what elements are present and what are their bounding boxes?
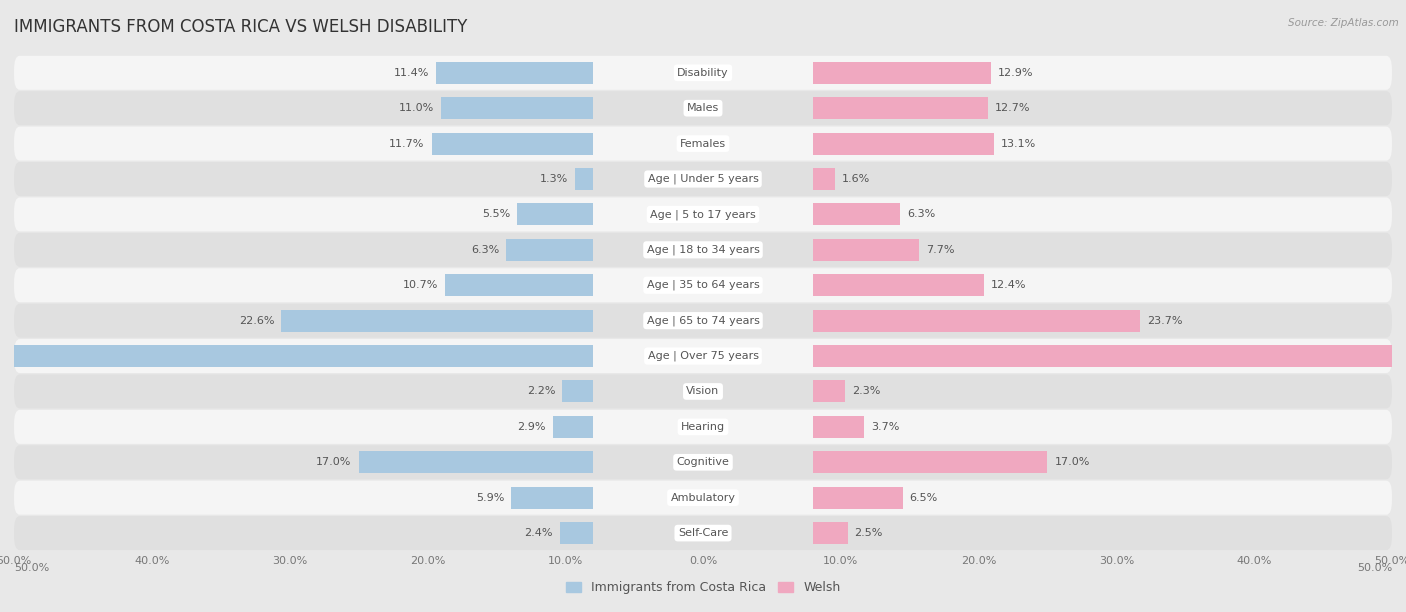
Text: 2.4%: 2.4% (524, 528, 553, 538)
Bar (517, 203, 593, 225)
Text: 11.4%: 11.4% (394, 68, 429, 78)
Bar (813, 345, 1406, 367)
Text: Ambulatory: Ambulatory (671, 493, 735, 502)
Text: Males: Males (688, 103, 718, 113)
Bar (506, 239, 593, 261)
Text: 11.0%: 11.0% (399, 103, 434, 113)
Text: 5.5%: 5.5% (482, 209, 510, 220)
Text: Age | 18 to 34 years: Age | 18 to 34 years (647, 245, 759, 255)
Bar (813, 168, 835, 190)
Text: 1.3%: 1.3% (540, 174, 568, 184)
Text: 17.0%: 17.0% (316, 457, 352, 468)
FancyBboxPatch shape (14, 91, 1392, 125)
Text: 1.6%: 1.6% (842, 174, 870, 184)
Text: 6.3%: 6.3% (471, 245, 499, 255)
FancyBboxPatch shape (14, 233, 1392, 267)
Text: 2.9%: 2.9% (517, 422, 546, 432)
FancyBboxPatch shape (14, 480, 1392, 515)
Text: 11.7%: 11.7% (389, 138, 425, 149)
Text: 5.9%: 5.9% (477, 493, 505, 502)
Bar (813, 203, 900, 225)
Bar (813, 133, 994, 155)
Bar (813, 487, 903, 509)
Bar (813, 416, 865, 438)
Text: Age | Over 75 years: Age | Over 75 years (648, 351, 758, 361)
Text: 12.9%: 12.9% (998, 68, 1033, 78)
FancyBboxPatch shape (14, 268, 1392, 302)
Text: Hearing: Hearing (681, 422, 725, 432)
Bar (813, 381, 845, 403)
FancyBboxPatch shape (14, 339, 1392, 373)
Text: 3.7%: 3.7% (872, 422, 900, 432)
Text: 50.0%: 50.0% (1357, 563, 1392, 573)
Bar (432, 133, 593, 155)
Bar (281, 310, 593, 332)
Bar (441, 97, 593, 119)
Text: 12.4%: 12.4% (991, 280, 1026, 290)
Text: Age | 35 to 64 years: Age | 35 to 64 years (647, 280, 759, 291)
FancyBboxPatch shape (14, 56, 1392, 90)
Text: Age | 65 to 74 years: Age | 65 to 74 years (647, 315, 759, 326)
FancyBboxPatch shape (14, 375, 1392, 408)
Bar (575, 168, 593, 190)
Bar (446, 274, 593, 296)
Text: 12.7%: 12.7% (995, 103, 1031, 113)
FancyBboxPatch shape (14, 127, 1392, 160)
FancyBboxPatch shape (14, 516, 1392, 550)
Text: Females: Females (681, 138, 725, 149)
Text: 17.0%: 17.0% (1054, 457, 1090, 468)
Bar (553, 416, 593, 438)
Text: 7.7%: 7.7% (927, 245, 955, 255)
Bar (436, 62, 593, 84)
Text: 22.6%: 22.6% (239, 316, 274, 326)
Text: 50.0%: 50.0% (14, 563, 49, 573)
FancyBboxPatch shape (14, 410, 1392, 444)
Text: 6.3%: 6.3% (907, 209, 935, 220)
Bar (813, 451, 1047, 473)
Text: Self-Care: Self-Care (678, 528, 728, 538)
Text: Disability: Disability (678, 68, 728, 78)
Bar (560, 522, 593, 544)
Text: Age | 5 to 17 years: Age | 5 to 17 years (650, 209, 756, 220)
Text: Cognitive: Cognitive (676, 457, 730, 468)
Text: 2.2%: 2.2% (527, 386, 555, 397)
Bar (813, 274, 984, 296)
Bar (813, 239, 920, 261)
FancyBboxPatch shape (14, 162, 1392, 196)
FancyBboxPatch shape (14, 446, 1392, 479)
Text: Vision: Vision (686, 386, 720, 397)
Bar (813, 522, 848, 544)
Text: Source: ZipAtlas.com: Source: ZipAtlas.com (1288, 18, 1399, 28)
Text: 6.5%: 6.5% (910, 493, 938, 502)
Text: 2.3%: 2.3% (852, 386, 880, 397)
Bar (359, 451, 593, 473)
Text: IMMIGRANTS FROM COSTA RICA VS WELSH DISABILITY: IMMIGRANTS FROM COSTA RICA VS WELSH DISA… (14, 18, 467, 36)
Bar (813, 97, 988, 119)
FancyBboxPatch shape (14, 198, 1392, 231)
Text: 10.7%: 10.7% (404, 280, 439, 290)
FancyBboxPatch shape (14, 304, 1392, 338)
Text: 23.7%: 23.7% (1147, 316, 1182, 326)
Bar (512, 487, 593, 509)
Bar (562, 381, 593, 403)
Bar (0, 345, 593, 367)
Text: 2.5%: 2.5% (855, 528, 883, 538)
Legend: Immigrants from Costa Rica, Welsh: Immigrants from Costa Rica, Welsh (561, 576, 845, 599)
Text: 13.1%: 13.1% (1001, 138, 1036, 149)
Bar (813, 310, 1140, 332)
Text: Age | Under 5 years: Age | Under 5 years (648, 174, 758, 184)
Bar (813, 62, 991, 84)
